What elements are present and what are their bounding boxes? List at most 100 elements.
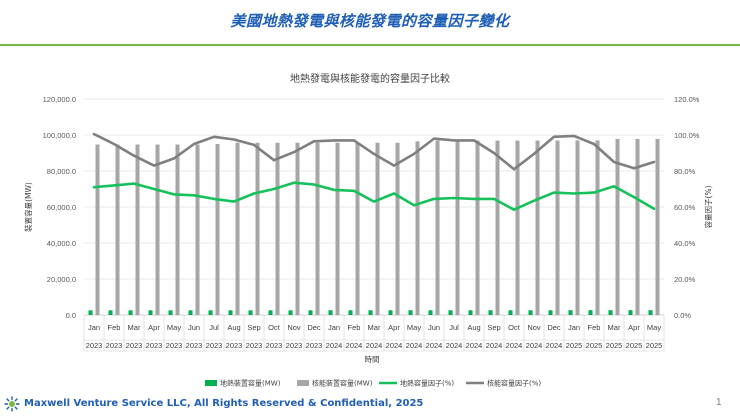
nuclear-capacity-bar	[215, 144, 220, 315]
geothermal-capacity-bar	[348, 310, 353, 315]
x-tick-year: 2023	[246, 341, 263, 350]
geothermal-capacity-bar	[528, 310, 533, 315]
x-tick-month: Aug	[227, 323, 240, 332]
x-tick-month: May	[167, 323, 181, 332]
x-tick-month: Mar	[368, 323, 381, 332]
geothermal-capacity-bar	[188, 310, 193, 315]
x-tick-month: Jul	[449, 323, 459, 332]
x-tick-year: 2023	[206, 341, 223, 350]
x-tick-year: 2023	[226, 341, 243, 350]
y-axis-title: 裝置容量(MW)	[23, 182, 33, 232]
x-tick-month: Feb	[348, 323, 361, 332]
slide-title: 美國地熱發電與核能發電的容量因子變化	[230, 12, 510, 30]
footer-copyright: Maxwell Venture Service LLC, All Rights …	[24, 398, 424, 409]
x-tick-year: 2024	[326, 341, 343, 350]
x-tick-month: Apr	[148, 323, 160, 332]
nuclear-capacity-bar	[595, 140, 600, 315]
nuclear-capacity-bar	[395, 142, 400, 315]
geothermal-capacity-bar	[408, 310, 413, 315]
legend-label: 地熱裝置容量(MW)	[220, 379, 281, 388]
x-tick-month: Feb	[108, 323, 121, 332]
geothermal-capacity-bar	[328, 310, 333, 315]
x-tick-month: Sep	[247, 323, 260, 332]
geothermal-capacity-bar	[228, 310, 233, 315]
nuclear-capacity-bar	[655, 138, 660, 315]
nuclear-capacity-bar	[275, 142, 280, 315]
y-tick-label: 100,000.0	[43, 131, 76, 140]
nuclear-capacity-bar	[315, 142, 320, 315]
y-tick-label: 20,000.0	[47, 275, 76, 284]
x-tick-month: Apr	[628, 323, 640, 332]
nuclear-capacity-bar	[115, 144, 120, 315]
x-tick-year: 2024	[446, 341, 463, 350]
nuclear-capacity-bar	[635, 138, 640, 315]
y2-tick-label: 60.0%	[674, 203, 696, 212]
x-tick-year: 2023	[126, 341, 143, 350]
x-tick-month: Aug	[467, 323, 480, 332]
x-tick-year: 2025	[626, 341, 643, 350]
y2-axis-title: 容量因子(%)	[703, 185, 713, 228]
geothermal-capacity-bar	[108, 310, 113, 315]
y-tick-label: 80,000.0	[47, 167, 76, 176]
company-logo-icon	[4, 396, 20, 412]
x-tick-month: Jan	[568, 323, 580, 332]
nuclear-capacity-bar	[575, 140, 580, 315]
x-tick-year: 2023	[286, 341, 303, 350]
geothermal-capacity-bar	[468, 310, 473, 315]
geothermal-capacity-bar	[248, 310, 253, 315]
x-tick-month: Jul	[209, 323, 219, 332]
y2-tick-label: 40.0%	[674, 239, 696, 248]
geothermal-capacity-bar	[308, 310, 313, 315]
x-tick-year: 2023	[106, 341, 123, 350]
x-tick-year: 2024	[486, 341, 503, 350]
geothermal-capacity-bar	[168, 310, 173, 315]
geothermal-capacity-bar	[648, 310, 653, 315]
nuclear-capacity-bar	[515, 140, 520, 315]
x-tick-year: 2024	[406, 341, 423, 350]
x-tick-month: Oct	[508, 323, 521, 332]
geothermal-capacity-bar	[488, 310, 493, 315]
nuclear-capacity-bar	[135, 144, 140, 315]
nuclear-capacity-bar	[555, 140, 560, 315]
y2-tick-label: 100.0%	[674, 131, 700, 140]
geothermal-capacity-bar	[568, 310, 573, 315]
page-number: 1	[716, 397, 722, 408]
x-tick-year: 2023	[86, 341, 103, 350]
chart-title: 地熱發電與核能發電的容量因子比較	[290, 74, 450, 85]
x-tick-month: Jun	[188, 323, 200, 332]
x-tick-year: 2025	[606, 341, 623, 350]
x-tick-month: Jan	[88, 323, 100, 332]
nuclear-capacity-bar	[375, 142, 380, 315]
x-tick-year: 2024	[546, 341, 563, 350]
x-tick-month: Nov	[527, 323, 541, 332]
x-tick-year: 2024	[466, 341, 483, 350]
nuclear-capacity-bar	[355, 142, 360, 315]
x-tick-month: Dec	[547, 323, 561, 332]
x-tick-year: 2024	[386, 341, 403, 350]
geothermal-capacity-factor-line	[92, 181, 656, 211]
y-tick-label: 40,000.0	[47, 239, 76, 248]
nuclear-capacity-bar	[295, 142, 300, 315]
y2-tick-label: 120.0%	[674, 95, 700, 104]
x-tick-year: 2024	[346, 341, 363, 350]
x-tick-month: Nov	[287, 323, 301, 332]
nuclear-capacity-factor-line	[92, 132, 656, 171]
x-tick-month: Mar	[128, 323, 141, 332]
geothermal-capacity-bar	[628, 310, 633, 315]
y-tick-label: 60,000.0	[47, 203, 76, 212]
x-tick-year: 2023	[266, 341, 283, 350]
geothermal-capacity-bar	[508, 310, 513, 315]
nuclear-capacity-bar	[475, 140, 480, 315]
nuclear-capacity-bar	[235, 142, 240, 315]
legend-label: 核能裝置容量(MW)	[312, 379, 373, 388]
title-divider	[0, 44, 740, 46]
geothermal-capacity-bar	[268, 310, 273, 315]
x-tick-year: 2024	[526, 341, 543, 350]
x-tick-year: 2023	[306, 341, 323, 350]
x-tick-year: 2025	[566, 341, 583, 350]
nuclear-capacity-bar	[615, 138, 620, 315]
y-tick-label: 120,000.0	[43, 95, 76, 104]
x-tick-year: 2025	[646, 341, 663, 350]
geothermal-capacity-bar	[608, 310, 613, 315]
nuclear-capacity-bar	[535, 140, 540, 315]
